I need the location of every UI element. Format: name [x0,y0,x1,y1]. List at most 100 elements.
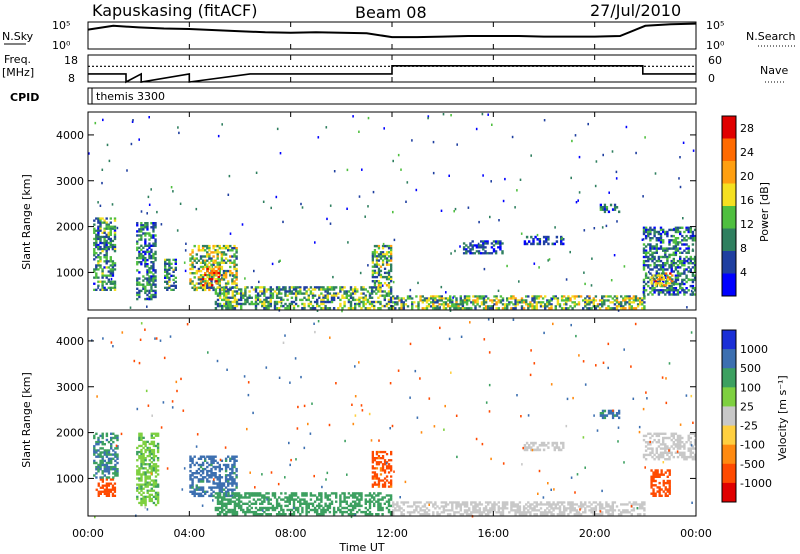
heatmap-cell [685,276,688,279]
heatmap-cell [693,434,697,438]
heatmap-cell [220,274,224,277]
heatmap-cell [360,498,363,501]
heatmap-cell [155,337,158,340]
heatmap-cell [301,298,304,302]
heatmap-cell [201,494,205,498]
heatmap-cell [400,168,402,171]
heatmap-cell [111,225,115,228]
heatmap-cell [314,241,316,244]
heatmap-cell [390,280,393,283]
heatmap-cell [611,509,614,512]
heatmap-cell [148,453,151,456]
heatmap-cell [311,494,315,497]
heatmap-cell [569,501,572,504]
heatmap-cell [148,242,151,245]
heatmap-cell [467,246,470,249]
heatmap-cell [223,290,226,293]
heatmap-cell [156,446,160,450]
heatmap-cell [103,231,106,234]
heatmap-cell [381,261,385,264]
heatmap-cell [375,450,379,454]
heatmap-cell [465,509,469,512]
heatmap-cell [535,503,538,506]
heatmap-cell [235,263,238,267]
heatmap-cell [452,296,454,299]
heatmap-cell [474,305,477,308]
heatmap-cell [672,287,675,290]
heatmap-cell [641,307,644,310]
heatmap-cell [112,465,115,469]
heatmap-cell [656,469,659,472]
heatmap-cell [99,258,102,261]
heatmap-cell [206,465,209,469]
heatmap-cell [195,207,198,211]
heatmap-cell [225,290,228,293]
heatmap-cell [95,476,98,479]
heatmap-cell [144,444,147,448]
heatmap-cell [550,513,553,516]
heatmap-cell [111,282,115,285]
heatmap-cell [563,501,566,504]
heatmap-cell [146,265,149,268]
heatmap-cell [152,222,155,225]
heatmap-cell [381,479,385,482]
heatmap-cell [224,486,228,489]
heatmap-cell [644,458,648,461]
heatmap-cell [97,231,100,234]
heatmap-cell [487,509,490,512]
heatmap-cell [288,302,291,306]
heatmap-cell [140,453,143,456]
heatmap-cell [578,191,581,194]
heatmap-cell [545,240,548,243]
heatmap-cell [484,307,488,310]
heatmap-cell [265,307,268,310]
heatmap-cell [105,225,108,228]
heatmap-cell [537,509,541,512]
heatmap-cell [455,501,458,504]
heatmap-cell [366,500,370,503]
heatmap-cell [309,292,313,295]
heatmap-cell [642,232,646,236]
heatmap-cell [477,252,481,255]
heatmap-cell [229,488,232,491]
heatmap-cell [683,257,686,261]
heatmap-cell [101,274,104,277]
heatmap-cell [242,296,245,299]
heatmap-cell [434,307,437,310]
heatmap-cell [368,292,372,295]
heatmap-cell [465,303,469,306]
heatmap-cell [146,232,149,235]
heatmap-cell [169,335,172,338]
heatmap-cell [681,289,684,292]
heatmap-cell [485,401,488,404]
heatmap-cell [484,246,487,249]
heatmap-cell [290,508,294,512]
heatmap-cell [579,507,583,510]
heatmap-cell [421,513,424,516]
heatmap-cell [297,496,300,499]
heatmap-cell [199,455,203,458]
heatmap-cell [354,395,357,398]
heatmap-cell [103,490,106,493]
heatmap-cell [146,283,149,286]
heatmap-cell [508,297,511,300]
heatmap-cell [617,426,620,429]
heatmap-cell [227,269,230,273]
heatmap-cell [300,202,302,206]
heatmap-cell [616,220,618,223]
heatmap-cell [394,509,397,512]
heatmap-cell [220,278,224,281]
heatmap-cell [655,447,658,450]
heatmap-cell [354,504,357,508]
heatmap-cell [497,240,500,243]
heatmap-cell [588,509,591,512]
heatmap-cell [676,282,680,286]
heatmap-cell [381,259,385,262]
heatmap-cell [140,477,143,480]
heatmap-cell [330,286,334,289]
heatmap-cell [622,297,625,300]
heatmap-cell [387,510,391,514]
heatmap-cell [229,474,232,477]
heatmap-cell [642,291,645,294]
heatmap-cell [666,268,669,271]
